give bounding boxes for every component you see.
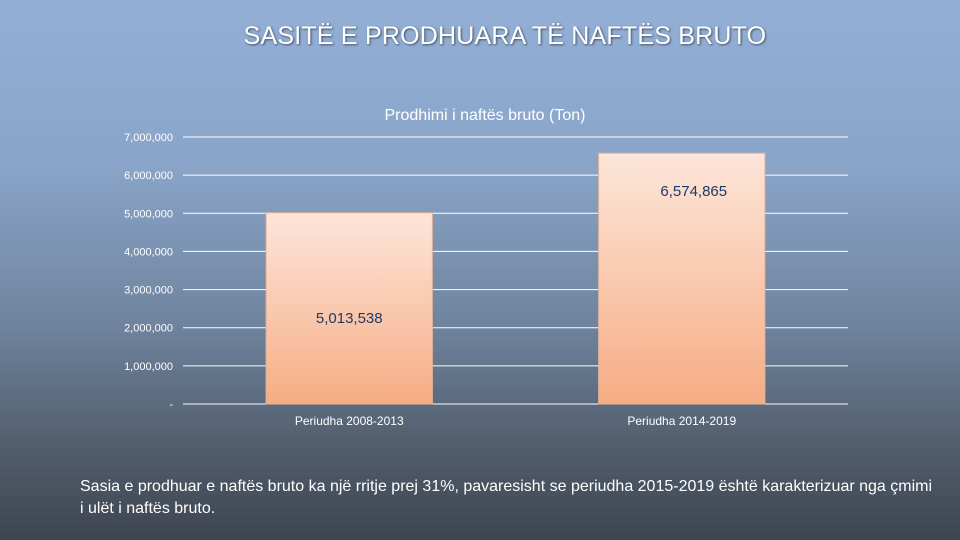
data-label: 5,013,538: [316, 310, 383, 327]
x-tick-label: Periudha 2014-2019: [627, 414, 736, 428]
bars: [265, 152, 766, 405]
x-tick-label: Periudha 2008-2013: [295, 414, 404, 428]
bar-chart: Prodhimi i naftës bruto (Ton) - 1,000,000…: [124, 107, 766, 428]
y-tick-label: 7,000,000: [124, 132, 173, 144]
caption-text: Sasia e prodhuar e naftës bruto ka një r…: [80, 478, 933, 517]
bar: [265, 212, 433, 405]
chart-title: Prodhimi i naftës bruto (Ton): [385, 107, 586, 124]
slide-title: SASITË E PRODHUARA TË NAFTËS BRUTO: [243, 22, 767, 50]
bar: [598, 152, 766, 405]
y-tick-label: 6,000,000: [124, 170, 173, 182]
y-tick-label: 5,000,000: [124, 208, 173, 220]
y-axis-ticks: - 1,000,000 2,000,000 3,000,000 4,000,000 5,0…: [124, 132, 173, 411]
y-tick-label: -: [169, 399, 173, 411]
data-labels: 5,013,538 6,574,865: [316, 183, 727, 327]
x-axis-ticks: Periudha 2008-2013 Periudha 2014-2019: [295, 414, 737, 428]
y-tick-label: 1,000,000: [124, 361, 173, 373]
y-tick-label: 3,000,000: [124, 285, 173, 297]
y-tick-label: 2,000,000: [124, 323, 173, 335]
data-label: 6,574,865: [660, 183, 727, 200]
y-tick-label: 4,000,000: [124, 246, 173, 258]
